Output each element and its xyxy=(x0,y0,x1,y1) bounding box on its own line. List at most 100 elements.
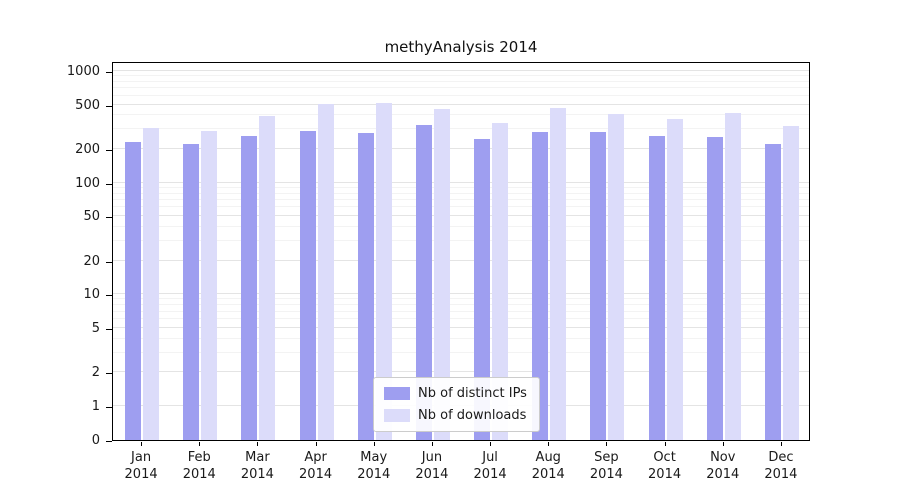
bar-downloads-nov xyxy=(724,113,741,440)
x-tick-mark xyxy=(199,442,201,446)
gridline-major xyxy=(113,259,809,261)
y-tick-label: 20 xyxy=(83,253,100,269)
bar-distinct-ips-apr xyxy=(299,131,316,440)
bar-downloads-jun xyxy=(433,109,450,440)
y-tick-mark xyxy=(106,72,112,73)
x-tick-mark xyxy=(548,442,550,446)
gridline-minor xyxy=(113,298,809,300)
x-tick-label: Jul 2014 xyxy=(473,450,507,482)
y-tick-mark xyxy=(106,407,112,408)
x-tick-label: May 2014 xyxy=(357,450,391,482)
x-tick-mark xyxy=(664,442,666,446)
gridline-minor xyxy=(113,351,809,353)
plot-area: Nb of distinct IPs Nb of downloads xyxy=(112,62,810,441)
x-tick-mark xyxy=(315,442,317,446)
bar-downloads-aug xyxy=(550,107,567,440)
gridline-minor xyxy=(113,304,809,306)
bar-downloads-mar xyxy=(259,115,276,440)
gridline-minor xyxy=(113,80,809,82)
gridline-minor xyxy=(113,94,809,96)
y-tick-label: 5 xyxy=(91,320,100,336)
gridline-major xyxy=(113,103,809,105)
x-tick-label: Apr 2014 xyxy=(299,450,333,482)
y-tick-label: 200 xyxy=(75,142,100,158)
x-tick-label: Dec 2014 xyxy=(764,450,798,482)
y-tick-mark xyxy=(106,441,112,442)
gridline-minor xyxy=(113,186,809,188)
y-tick-label: 2 xyxy=(91,365,100,381)
gridline-minor xyxy=(113,206,809,208)
x-tick-mark xyxy=(257,442,259,446)
gridline-minor xyxy=(113,310,809,312)
y-tick-label: 0 xyxy=(91,433,100,448)
gridline-minor xyxy=(113,198,809,200)
bar-distinct-ips-sep xyxy=(590,131,607,440)
y-tick-label: 1000 xyxy=(66,64,100,79)
gridline-major xyxy=(113,371,809,373)
bar-downloads-jul xyxy=(492,122,509,440)
legend-swatch-distinct-ips xyxy=(384,387,410,400)
x-tick-label: Jan 2014 xyxy=(124,450,158,482)
gridline-minor xyxy=(113,226,809,228)
y-tick-label: 100 xyxy=(75,175,100,191)
chart-title: methyAnalysis 2014 xyxy=(384,38,538,56)
gridline-minor xyxy=(113,240,809,242)
bar-downloads-may xyxy=(375,103,392,440)
x-tick-label: Sep 2014 xyxy=(589,450,623,482)
x-tick-mark xyxy=(490,442,492,446)
x-tick-label: Feb 2014 xyxy=(182,450,216,482)
gridline-minor xyxy=(113,337,809,339)
bar-distinct-ips-jul xyxy=(474,138,491,440)
gridline-major xyxy=(113,181,809,183)
gridline-minor xyxy=(113,128,809,130)
bar-distinct-ips-may xyxy=(357,133,374,440)
legend-item-distinct-ips: Nb of distinct IPs xyxy=(384,386,527,401)
bar-downloads-jan xyxy=(143,127,160,440)
x-tick-mark xyxy=(373,442,375,446)
y-tick-mark xyxy=(106,373,112,375)
bar-distinct-ips-mar xyxy=(241,135,258,440)
gridline-minor xyxy=(113,87,809,89)
x-tick-label: Oct 2014 xyxy=(648,450,682,482)
x-tick-label: Aug 2014 xyxy=(531,450,565,482)
y-tick-label: 1 xyxy=(91,399,100,414)
y-tick-mark xyxy=(106,261,112,263)
y-tick-mark xyxy=(106,150,112,152)
y-tick-mark xyxy=(106,105,112,107)
bar-distinct-ips-jun xyxy=(415,124,432,440)
gridline-minor xyxy=(113,318,809,320)
legend: Nb of distinct IPs Nb of downloads xyxy=(373,377,540,432)
y-tick-mark xyxy=(106,328,112,330)
y-tick-mark xyxy=(106,183,112,185)
y-tick-label: 500 xyxy=(75,97,100,113)
bar-downloads-feb xyxy=(201,130,218,440)
bar-downloads-sep xyxy=(608,113,625,440)
bar-distinct-ips-aug xyxy=(532,132,549,440)
gridline-major xyxy=(113,326,809,328)
gridline-minor xyxy=(113,75,809,77)
x-tick-label: Nov 2014 xyxy=(706,450,740,482)
bar-downloads-dec xyxy=(782,125,799,440)
x-tick-label: Mar 2014 xyxy=(240,450,274,482)
x-tick-mark xyxy=(431,442,433,446)
x-tick-mark xyxy=(780,442,782,446)
x-tick-label: Jun 2014 xyxy=(415,450,449,482)
x-tick-mark xyxy=(722,442,724,446)
y-tick-mark xyxy=(106,295,112,297)
bar-distinct-ips-dec xyxy=(764,143,781,440)
y-tick-label: 10 xyxy=(83,287,100,303)
gridline-minor xyxy=(113,114,809,116)
y-tick-mark xyxy=(106,217,112,219)
legend-label-distinct-ips: Nb of distinct IPs xyxy=(418,386,527,401)
gridline-major xyxy=(113,293,809,295)
legend-swatch-downloads xyxy=(384,409,410,422)
y-tick-label: 50 xyxy=(83,209,100,225)
gridline-major xyxy=(113,70,809,71)
gridline-minor xyxy=(113,192,809,194)
gridline-major xyxy=(113,215,809,217)
x-tick-mark xyxy=(606,442,608,446)
bar-downloads-apr xyxy=(317,103,334,440)
bar-downloads-oct xyxy=(666,119,683,440)
bar-distinct-ips-oct xyxy=(648,135,665,440)
